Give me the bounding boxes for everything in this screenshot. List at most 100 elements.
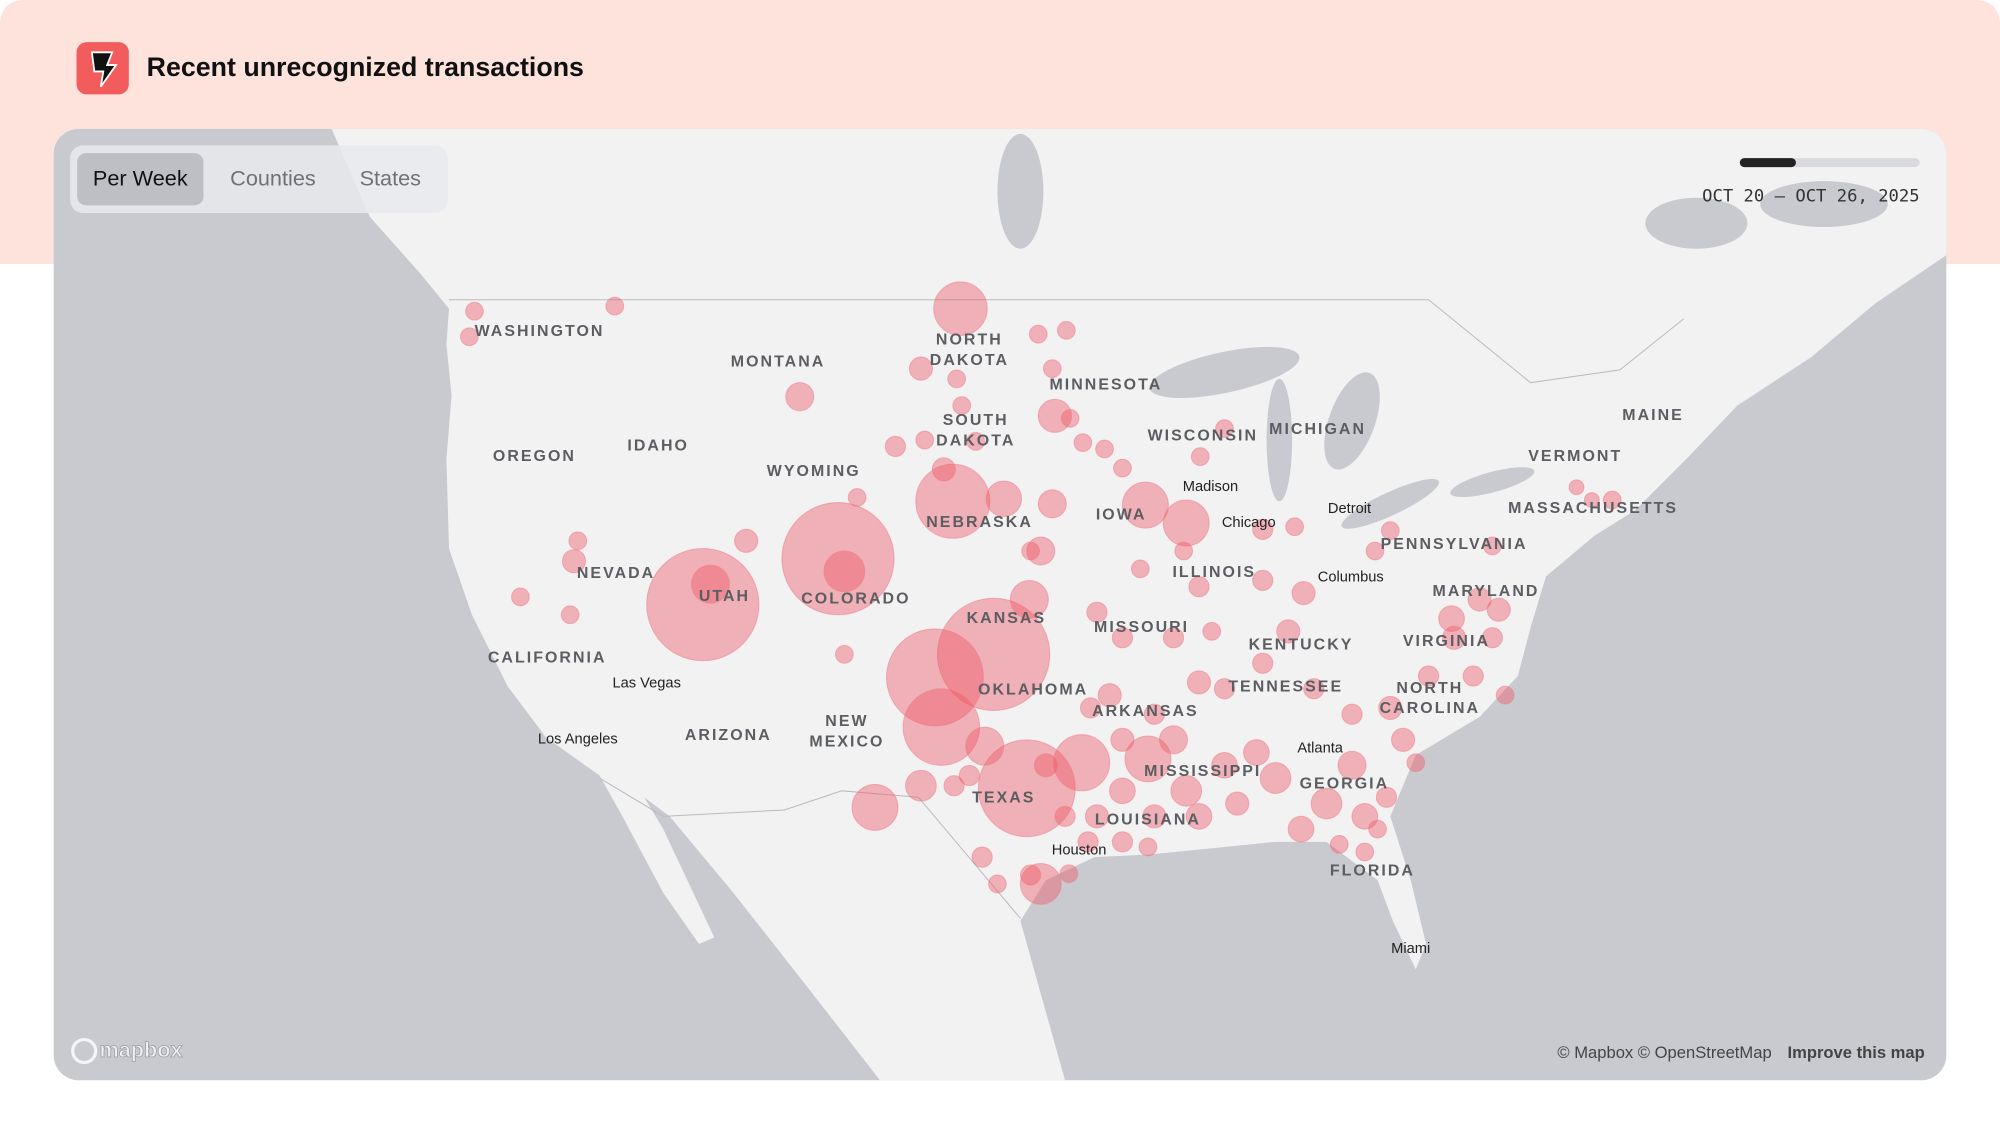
city-label: Los Angeles: [538, 732, 618, 748]
transaction-bubble: [1060, 408, 1080, 428]
transaction-bubble: [1174, 541, 1194, 561]
transaction-bubble: [1252, 518, 1274, 540]
tab[interactable]: Counties: [230, 166, 316, 191]
header-title: Recent unrecognized transactions: [147, 52, 584, 82]
transaction-bubble: [936, 597, 1051, 711]
transaction-bubble: [908, 356, 933, 381]
state-label: NEVADA: [577, 565, 655, 582]
transaction-bubble: [690, 564, 731, 604]
transaction-bubble: [1033, 753, 1058, 778]
transaction-bubble: [1019, 862, 1062, 905]
transaction-bubble: [985, 480, 1023, 517]
transaction-bubble: [1190, 447, 1210, 467]
transaction-bubble: [1482, 536, 1502, 556]
time-slider: [1739, 158, 1920, 168]
transaction-bubble: [1111, 627, 1134, 649]
transaction-bubble: [902, 688, 981, 766]
transaction-bubble: [646, 547, 760, 662]
transaction-bubble: [781, 502, 895, 616]
state-labels: WASHINGTON MONTANA NORTH DAKOTA MINNESOTA ORE…: [475, 323, 1684, 957]
transaction-bubble: [1086, 601, 1108, 623]
transaction-bubble: [851, 783, 899, 831]
state-label: PENNSYLVANIA: [1381, 536, 1528, 553]
state-label: MINNESOTA: [1049, 376, 1162, 393]
state-label: NORTH DAKOTA: [930, 332, 1009, 369]
state-label: NEBRASKA: [926, 514, 1033, 531]
state-label: ARIZONA: [685, 727, 772, 744]
city-label: Miami: [1391, 941, 1430, 957]
state-label: CALIFORNIA: [488, 649, 607, 666]
transaction-bubble: [965, 726, 1005, 766]
city-label: Columbus: [1318, 570, 1384, 586]
state-label: NORTH CAROLINA: [1380, 680, 1480, 717]
transaction-bubble: [1310, 787, 1343, 820]
transaction-bubble: [1110, 727, 1135, 752]
transaction-bubble: [1079, 697, 1102, 719]
transaction-bubble: [1329, 835, 1349, 854]
transaction-bubble: [966, 431, 986, 451]
transaction-bubble: [511, 587, 530, 607]
transaction-bubble: [1059, 864, 1079, 884]
state-label: KENTUCKY: [1249, 637, 1354, 654]
transaction-bubble: [1568, 479, 1585, 496]
state-label: MARYLAND: [1433, 583, 1540, 600]
tab-bar: [70, 145, 448, 214]
transaction-bubble: [1225, 791, 1250, 816]
transaction-bubble: [1009, 579, 1049, 620]
transaction-bubble: [1243, 739, 1270, 766]
city-label: Chicago: [1222, 515, 1276, 531]
transaction-bubble: [1026, 536, 1056, 566]
map-credits: © Mapbox © OpenStreetMap: [1557, 1043, 1771, 1062]
transaction-bubble: [1019, 864, 1042, 886]
transaction-bubble: [1113, 458, 1132, 478]
state-label: MAINE: [1622, 407, 1684, 424]
transaction-bubble: [1111, 831, 1134, 853]
transaction-bubble: [1084, 804, 1110, 829]
transaction-bubble: [1486, 597, 1511, 622]
state-label: GEORGIA: [1300, 776, 1390, 793]
transaction-bubble: [460, 327, 479, 347]
transaction-bubble: [1583, 492, 1600, 508]
transaction-bubble: [1378, 695, 1403, 720]
tab[interactable]: States: [360, 166, 422, 191]
transaction-bubble: [1028, 324, 1048, 344]
state-label: VIRGINIA: [1403, 633, 1490, 650]
state-label: ILLINOIS: [1172, 564, 1256, 581]
transaction-bubble: [884, 435, 907, 458]
tab[interactable]: Per Week: [93, 166, 188, 191]
city-label: Madison: [1183, 479, 1238, 495]
transaction-bubble: [1438, 605, 1465, 632]
transaction-bubble: [1287, 815, 1315, 843]
state-label: WISCONSIN: [1148, 427, 1258, 444]
state-label: VERMONT: [1528, 448, 1622, 465]
transaction-bubble: [1188, 576, 1210, 598]
transaction-bubble: [1467, 587, 1492, 612]
mapbox-logo: mapbox: [99, 1037, 182, 1062]
transaction-bubble: [1158, 725, 1189, 755]
state-label: OKLAHOMA: [978, 681, 1088, 698]
transaction-bubble: [465, 301, 484, 321]
bubbles: [460, 281, 1622, 905]
state-label: COLORADO: [801, 591, 910, 608]
state-label: MISSISSIPPI: [1144, 763, 1261, 780]
transaction-bubble: [1481, 627, 1503, 649]
transaction-bubble: [931, 457, 956, 482]
transaction-bubble: [568, 531, 588, 551]
transaction-bubble: [1202, 621, 1222, 641]
transaction-bubble: [785, 382, 815, 412]
transaction-bubble: [1162, 627, 1185, 649]
transaction-bubble: [1186, 670, 1212, 695]
state-label: MONTANA: [731, 353, 826, 370]
improve-map-link[interactable]: Improve this map: [1787, 1043, 1924, 1062]
state-label: MASSACHUSETTS: [1508, 500, 1678, 517]
transaction-bubble: [1095, 439, 1114, 459]
transaction-bubble: [1285, 517, 1305, 537]
transaction-bubble: [1390, 727, 1416, 752]
transaction-bubble: [1170, 774, 1203, 807]
state-label: KANSAS: [967, 610, 1047, 627]
transaction-bubble: [1375, 786, 1398, 808]
state-label: WASHINGTON: [475, 323, 605, 340]
transaction-bubble: [933, 281, 988, 336]
